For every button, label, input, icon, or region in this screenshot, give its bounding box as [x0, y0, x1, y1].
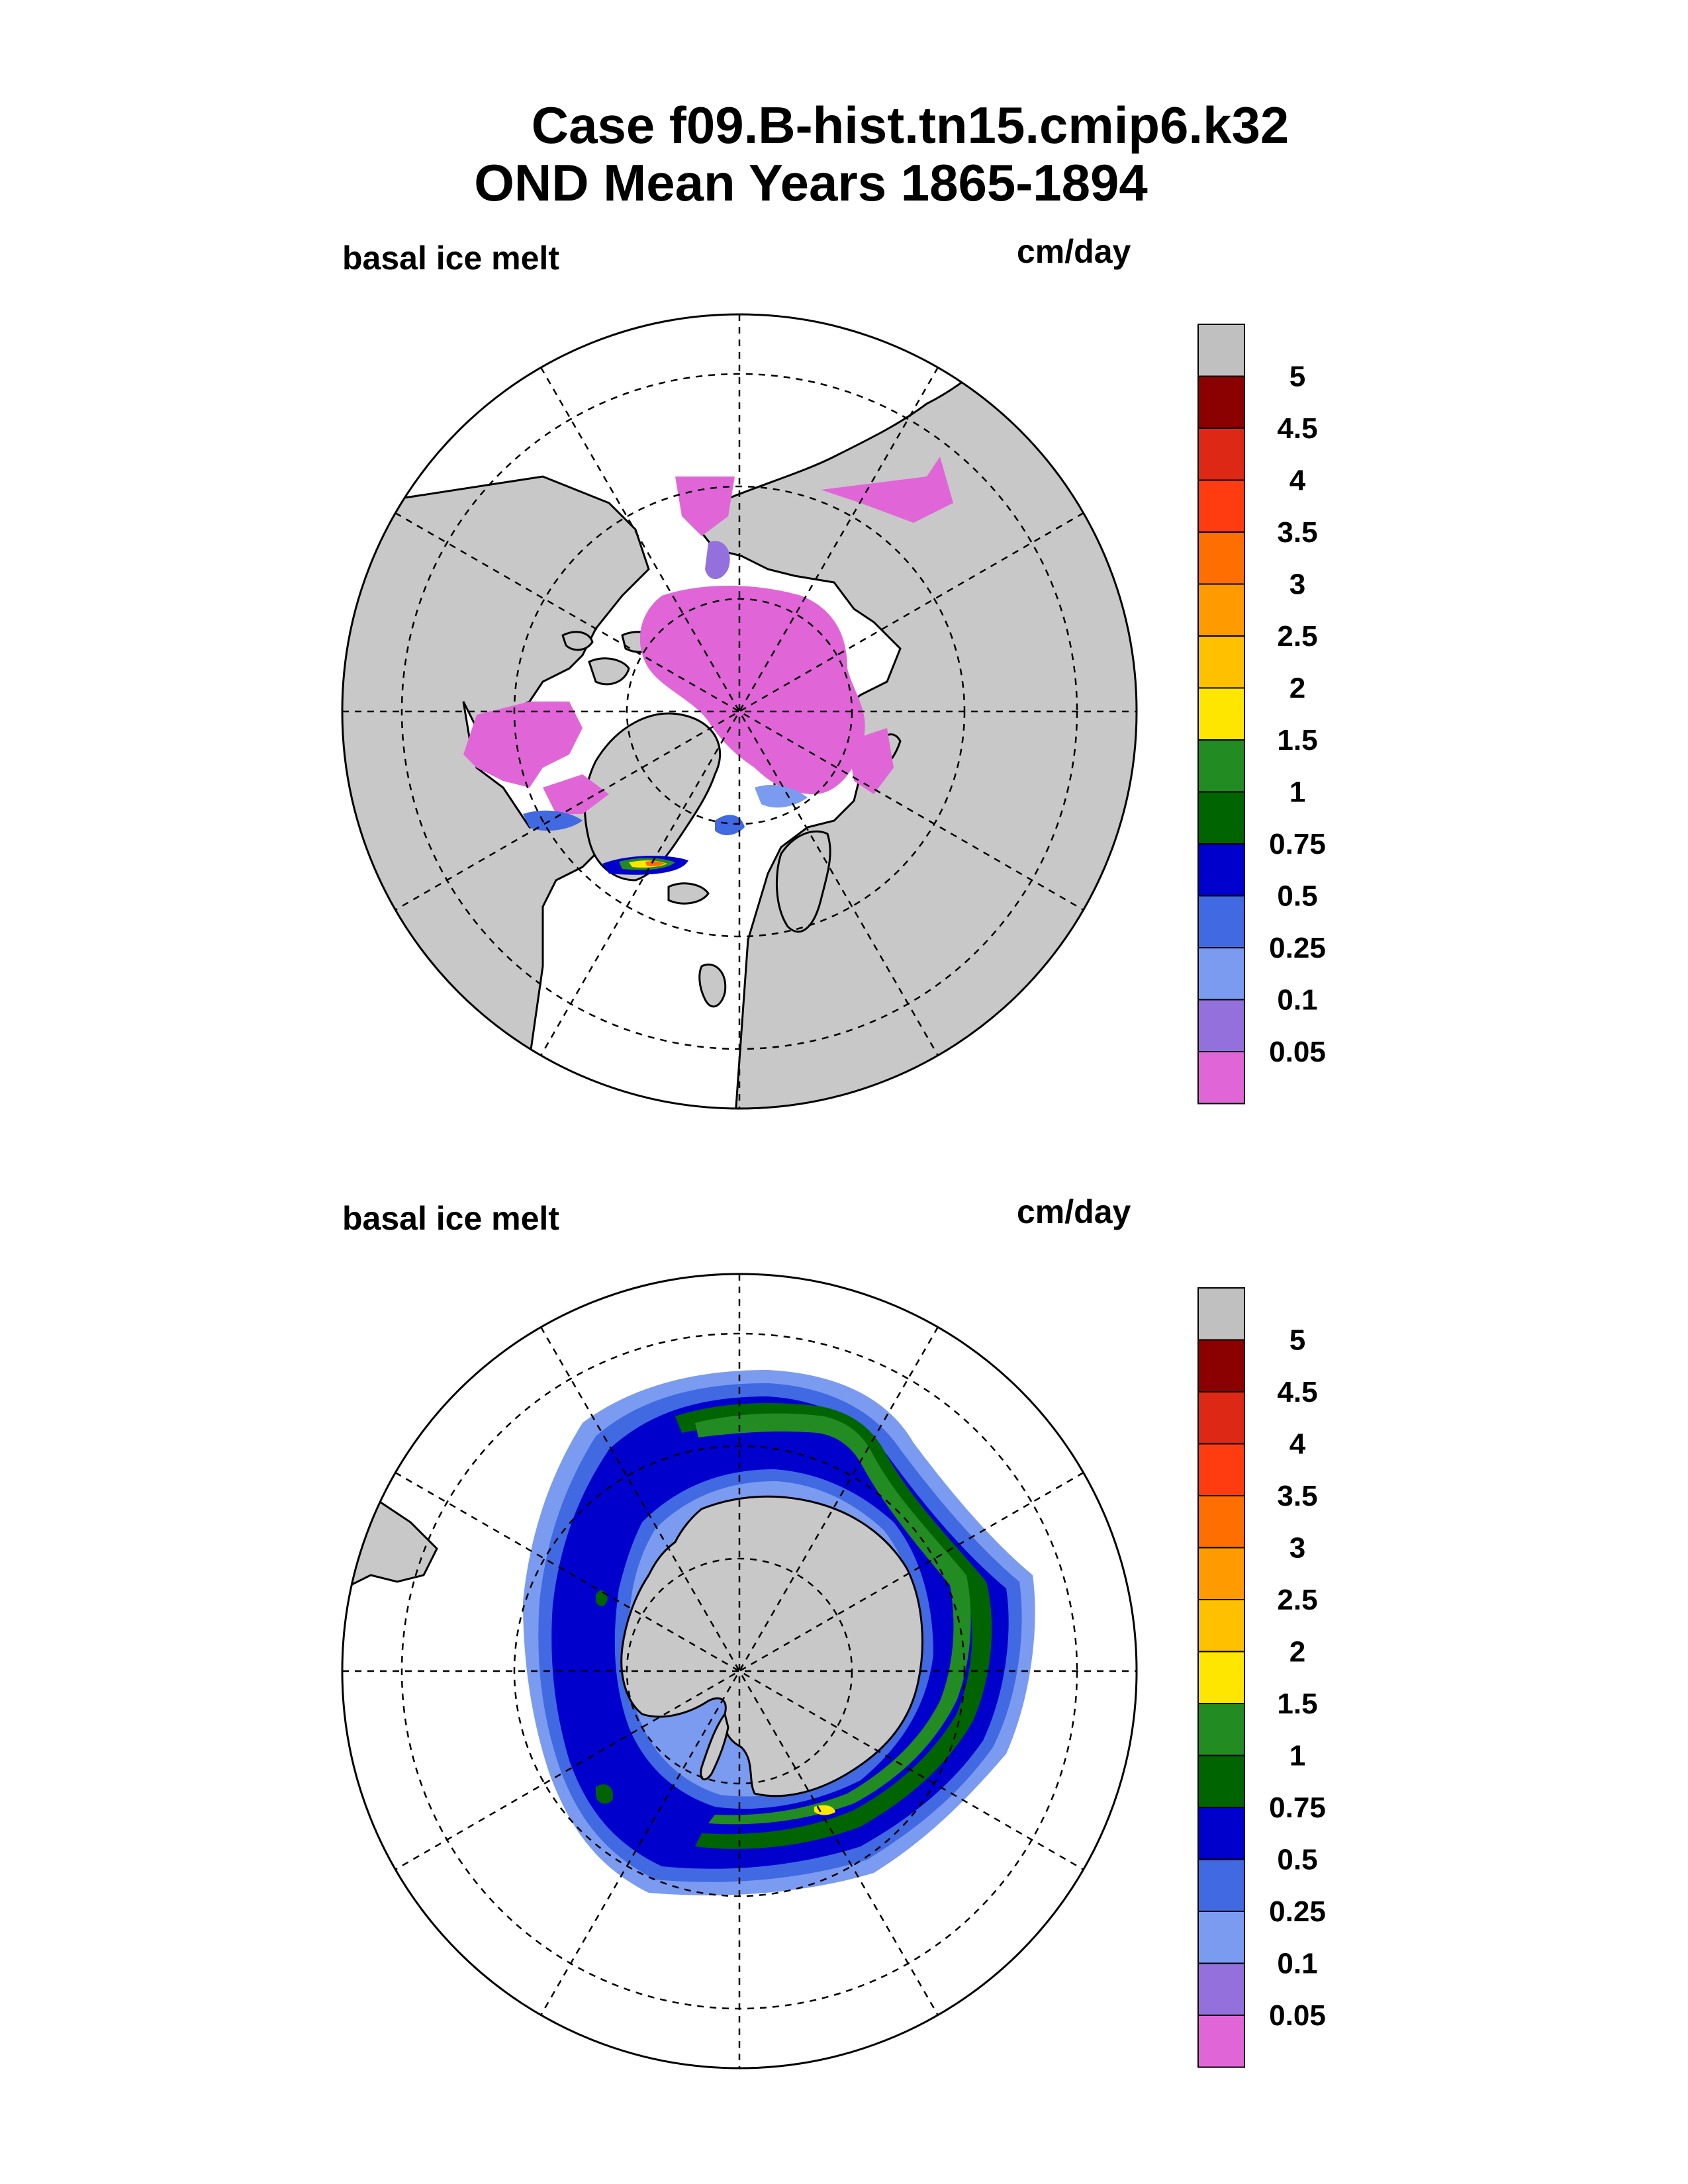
- north-graticule: [342, 314, 1137, 1109]
- north-colorbar-box-4: [1197, 531, 1245, 585]
- south-colorbar-box-14: [1197, 2015, 1245, 2068]
- north-colorbar-box-0: [1197, 324, 1245, 377]
- south-colorbar-box-3: [1197, 1443, 1245, 1496]
- south-colorbar-box-9: [1197, 1754, 1245, 1808]
- south-colorbar-label: 3.5: [1277, 1480, 1317, 1512]
- south-variable-label: basal ice melt: [342, 1200, 559, 1237]
- south-colorbar-box-10: [1197, 1807, 1245, 1860]
- figure-title-line2: OND Mean Years 1865-1894: [474, 154, 1148, 212]
- north-units-label: cm/day: [1017, 233, 1131, 270]
- north-colorbar-label: 0.25: [1269, 932, 1326, 964]
- north-colorbar-label: 0.05: [1269, 1036, 1326, 1068]
- south-colorbar-box-0: [1197, 1287, 1245, 1341]
- north-colorbar-box-11: [1197, 895, 1245, 948]
- south-colorbar: 5 4.5 4 3.5 3 2.5 2 1.5 1 0.75 0.5 0.25 0.1 0.05: [1197, 1287, 1326, 2068]
- north-colorbar-label: 2.5: [1277, 620, 1317, 653]
- north-colorbar-box-5: [1197, 583, 1245, 637]
- south-colorbar-box-13: [1197, 1962, 1245, 2016]
- north-colorbar-box-14: [1197, 1051, 1245, 1105]
- south-polar-map: [341, 1273, 1138, 2070]
- north-colorbar-label: 0.75: [1269, 828, 1326, 860]
- south-colorbar-label: 1: [1289, 1740, 1305, 1772]
- south-colorbar-label: 4.5: [1277, 1376, 1317, 1408]
- south-sea-ice-ring-green: [695, 1413, 971, 1825]
- north-polar-map: [341, 313, 1138, 1110]
- north-sea-ice-medium: [523, 541, 808, 835]
- south-colorbar-label: 5: [1289, 1324, 1305, 1357]
- south-colorbar-label: 0.05: [1269, 1999, 1326, 2032]
- north-colorbar-label: 3.5: [1277, 516, 1317, 549]
- south-colorbar-box-5: [1197, 1547, 1245, 1600]
- south-colorbar-label: 0.25: [1269, 1895, 1326, 1928]
- south-colorbar-box-12: [1197, 1911, 1245, 1964]
- north-colorbar-label: 5: [1289, 361, 1305, 393]
- north-colorbar-label: 1.5: [1277, 724, 1317, 756]
- north-colorbar-label: 4.5: [1277, 412, 1317, 445]
- north-colorbar-box-8: [1197, 739, 1245, 793]
- north-melt-hotspot: [602, 856, 688, 875]
- north-colorbar-label: 0.5: [1277, 880, 1317, 913]
- north-colorbar-label: 1: [1289, 776, 1305, 809]
- north-colorbar-label: 0.1: [1277, 984, 1317, 1017]
- north-colorbar-label: 2: [1289, 672, 1305, 705]
- north-colorbar-box-10: [1197, 843, 1245, 897]
- north-colorbar-box-2: [1197, 428, 1245, 481]
- south-colorbar-label: 0.1: [1277, 1948, 1317, 1980]
- north-variable-label: basal ice melt: [342, 240, 559, 277]
- south-colorbar-label: 3: [1289, 1532, 1305, 1565]
- north-colorbar: 5 4.5 4 3.5 3 2.5 2 1.5 1 0.75 0.5 0.25 0.1 0.05: [1197, 324, 1326, 1105]
- north-colorbar-box-3: [1197, 479, 1245, 533]
- north-colorbar-box-6: [1197, 635, 1245, 689]
- south-colorbar-label: 2.5: [1277, 1584, 1317, 1616]
- south-colorbar-box-2: [1197, 1391, 1245, 1445]
- south-units-label: cm/day: [1017, 1193, 1131, 1230]
- north-map-boundary: [341, 313, 1138, 1110]
- south-colorbar-label: 4: [1289, 1428, 1306, 1461]
- south-colorbar-box-7: [1197, 1651, 1245, 1704]
- south-colorbar-label: 2: [1289, 1636, 1305, 1668]
- south-colorbar-label: 1.5: [1277, 1688, 1317, 1720]
- south-antarctica: [620, 1495, 923, 1797]
- south-colorbar-label: 0.75: [1269, 1792, 1326, 1824]
- south-colorbar-label: 0.5: [1277, 1844, 1317, 1876]
- south-colorbar-box-8: [1197, 1703, 1245, 1756]
- north-colorbar-box-1: [1197, 375, 1245, 429]
- north-colorbar-box-9: [1197, 791, 1245, 844]
- figure-title-line1: Case f09.B-hist.tn15.cmip6.k32: [531, 96, 1289, 154]
- north-colorbar-label: 4: [1289, 465, 1306, 497]
- north-sea-ice-thin: [463, 457, 953, 814]
- south-map-boundary: [341, 1273, 1138, 2070]
- north-colorbar-label: 3: [1289, 569, 1305, 601]
- south-graticule: [342, 1274, 1137, 2068]
- south-colorbar-box-6: [1197, 1599, 1245, 1653]
- north-colorbar-box-13: [1197, 999, 1245, 1052]
- south-colorbar-box-4: [1197, 1495, 1245, 1549]
- south-colorbar-box-1: [1197, 1339, 1245, 1392]
- north-colorbar-box-7: [1197, 687, 1245, 741]
- south-colorbar-box-11: [1197, 1858, 1245, 1912]
- north-colorbar-box-12: [1197, 947, 1245, 1001]
